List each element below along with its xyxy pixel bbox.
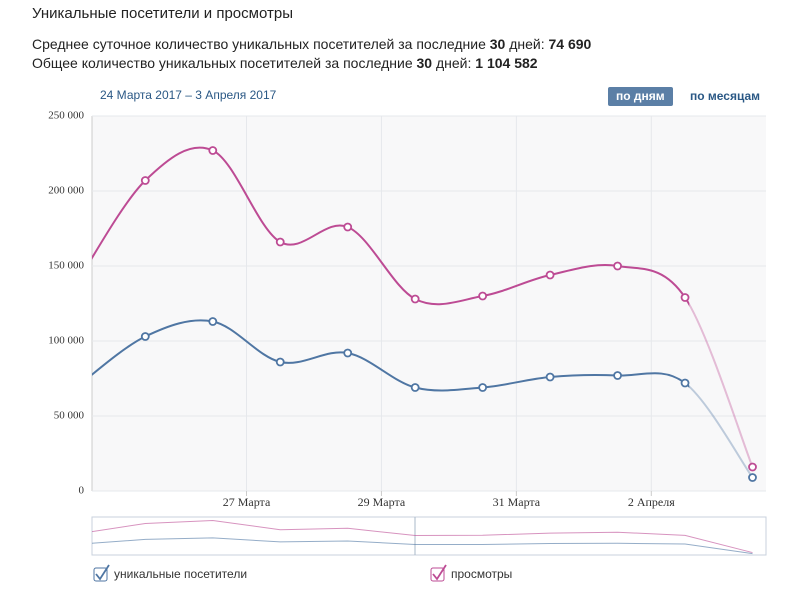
stat-days: 30 bbox=[489, 36, 506, 52]
legend-label: уникальные посетители bbox=[114, 567, 247, 581]
point bbox=[208, 317, 218, 326]
point bbox=[613, 371, 622, 380]
stat-days: 30 bbox=[416, 55, 433, 71]
stat-value: 1 104 582 bbox=[475, 55, 538, 71]
point bbox=[748, 462, 757, 472]
stat-text: Среднее суточное количество уникальных п… bbox=[32, 36, 490, 52]
point bbox=[748, 473, 757, 482]
y-tick-label: 50 000 bbox=[54, 410, 85, 422]
stat-value: 74 690 bbox=[548, 36, 592, 52]
button[interactable]: по дням bbox=[608, 87, 673, 106]
y-tick-label: 200 000 bbox=[48, 185, 84, 197]
series-line bbox=[92, 146, 754, 468]
point bbox=[140, 176, 150, 185]
y-tick-label: 100 000 bbox=[48, 335, 84, 347]
legend-check bbox=[95, 564, 110, 581]
point bbox=[275, 357, 285, 367]
navigator bbox=[91, 516, 767, 556]
point bbox=[208, 146, 218, 155]
y-tick-label: 0 bbox=[79, 485, 85, 497]
point bbox=[545, 372, 555, 382]
legend-check bbox=[432, 564, 447, 581]
x-tick-label: 29 Марта bbox=[358, 495, 406, 509]
stat-line: Среднее суточное количество уникальных п… bbox=[32, 36, 591, 52]
point bbox=[343, 348, 353, 358]
stat-text: дней: bbox=[432, 55, 476, 71]
point bbox=[343, 222, 353, 232]
point bbox=[545, 270, 555, 280]
point bbox=[680, 293, 690, 302]
x-tick-label: 27 Марта bbox=[223, 495, 271, 509]
stat-text: дней: bbox=[505, 36, 549, 52]
stat-line: Общее количество уникальных посетителей … bbox=[32, 55, 538, 71]
point bbox=[680, 378, 690, 388]
point bbox=[410, 294, 420, 304]
point bbox=[275, 237, 285, 247]
x-tick-label: 31 Марта bbox=[493, 495, 541, 509]
legend-checkbox bbox=[93, 567, 108, 582]
point bbox=[478, 383, 488, 392]
y-tick-label: 250 000 bbox=[48, 110, 84, 122]
point bbox=[478, 291, 488, 301]
point bbox=[410, 383, 420, 392]
stat-text: Общее количество уникальных посетителей … bbox=[32, 55, 417, 71]
legend-label: просмотры bbox=[451, 567, 512, 581]
point bbox=[140, 332, 150, 341]
legend-checkbox bbox=[430, 567, 445, 582]
button[interactable]: по месяцам bbox=[690, 89, 761, 103]
navigator-line bbox=[92, 537, 753, 555]
point bbox=[613, 261, 622, 271]
navigator-line bbox=[92, 519, 753, 554]
title: Уникальные посетители и просмотры bbox=[32, 5, 293, 22]
y-tick-label: 150 000 bbox=[48, 260, 84, 272]
period: 24 Марта 2017 – 3 Апреля 2017 bbox=[100, 88, 277, 102]
x-tick-label: 2 Апреля bbox=[628, 495, 675, 509]
